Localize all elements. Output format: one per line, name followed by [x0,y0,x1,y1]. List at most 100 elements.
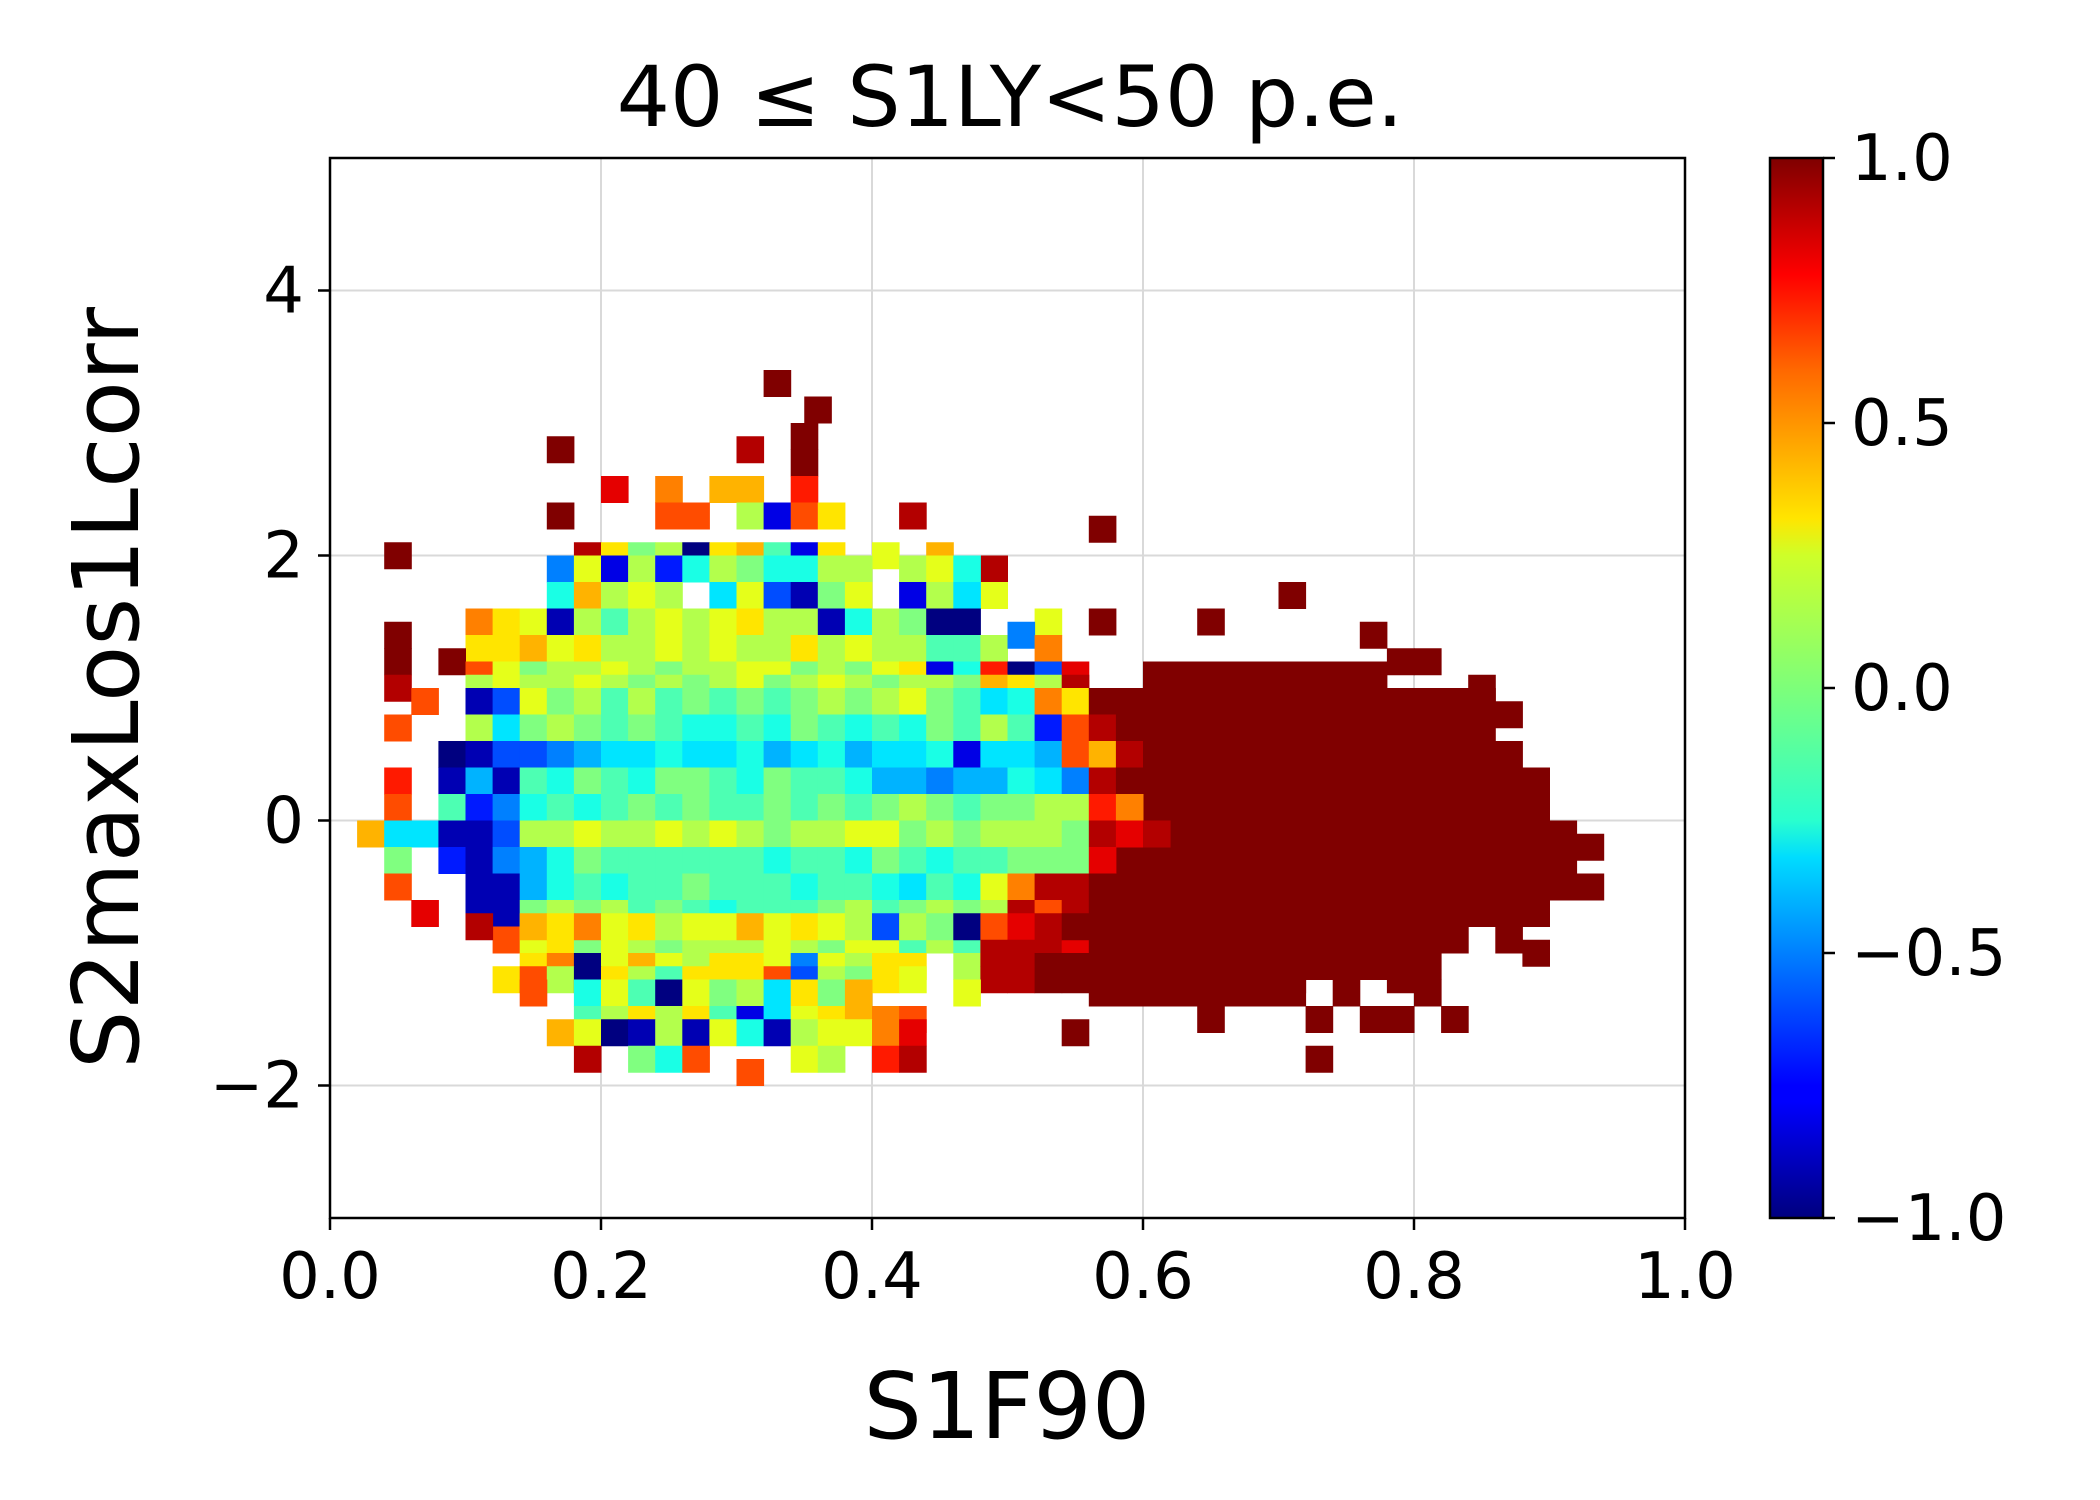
heatmap-cell [1441,873,1469,901]
heatmap-cell [1088,688,1117,715]
heatmap-cell [1278,873,1307,901]
heatmap-cell [899,873,927,901]
heatmap-cell [1007,873,1036,901]
heatmap-cell [1115,741,1144,768]
heatmap-cell [1468,820,1496,848]
heatmap-cell [1386,767,1415,795]
heatmap-cell [465,820,494,848]
heatmap-cell [601,714,629,742]
heatmap-cell [736,794,765,821]
y-tick-label: 4 [263,255,304,329]
heatmap-cell [573,582,602,609]
heatmap-cell [899,608,927,636]
heatmap-cell [709,582,737,609]
heatmap-cell [844,741,873,768]
heatmap-cell [1278,900,1307,927]
heatmap-cell [1197,953,1225,980]
heatmap-cell [1143,979,1171,1007]
heatmap-cell [817,688,846,715]
heatmap-cell [1332,661,1361,689]
heatmap-cell [628,913,656,941]
colorbar-ticks: −1.0 −0.5 0.0 0.5 1.0 [1823,122,2006,1256]
heatmap-cell [1359,621,1388,649]
x-tick-label: 0.2 [550,1240,652,1314]
heatmap-cell [628,635,656,662]
heatmap-cell [953,608,981,636]
heatmap-cell [1495,847,1523,874]
heatmap-cell [899,635,927,662]
heatmap-cell [1522,794,1550,821]
heatmap-cell [844,1019,873,1047]
heatmap-cell [1576,873,1605,901]
heatmap-cell [1495,794,1523,821]
heatmap-cell [546,714,575,742]
heatmap-cell [899,1045,927,1073]
heatmap-cell [1061,714,1090,742]
heatmap-cell [1305,767,1334,795]
heatmap-cell [601,873,629,901]
heatmap-cell [519,794,548,821]
heatmap-cell [1305,688,1334,715]
heatmap-cell [1414,820,1442,848]
heatmap-cell [790,847,819,874]
heatmap-cell [1305,794,1334,821]
heatmap-cell [1034,635,1063,662]
colorbar-tick-label: 1.0 [1851,122,1953,196]
heatmap-cell [1414,714,1442,742]
colorbar [1768,156,1825,1220]
heatmap-cell [1441,926,1469,954]
heatmap-cell [1088,873,1117,901]
heatmap-cell [573,688,602,715]
heatmap-cell [763,979,792,1007]
heatmap-cell [655,502,683,530]
heatmap-cell [682,767,710,795]
heatmap-cell [1414,900,1442,927]
heatmap-cell [655,820,683,848]
heatmap-cell [519,913,548,941]
heatmap-cell [736,476,765,503]
heatmap-cell [1170,900,1198,927]
heatmap-cell [682,1019,710,1047]
heatmap-cell [1007,767,1036,795]
heatmap-cell [1522,873,1550,901]
heatmap-cell [817,847,846,874]
heatmap-cell [1414,648,1442,676]
heatmap-cell [709,688,737,715]
colorbar-tick-label: 0.5 [1851,387,1953,461]
heatmap-cell [384,847,412,874]
heatmap-cell [1170,741,1198,768]
heatmap-cell [1061,873,1090,901]
heatmap-cell [1359,900,1388,927]
heatmap-cell [1088,515,1117,543]
heatmap-cell [844,555,873,583]
heatmap-cell [1143,688,1171,715]
heatmap-cell [1359,767,1388,795]
heatmap-cell [601,1019,629,1047]
heatmap-cell [763,1019,792,1047]
heatmap-cell [492,714,521,742]
heatmap-cell [1224,900,1252,927]
heatmap-cell [1088,714,1117,742]
heatmap-cell [1115,979,1144,1007]
heatmap-cell [844,820,873,848]
heatmap-cell [844,714,873,742]
heatmap-cell [601,582,629,609]
heatmap-cell [1061,966,1090,994]
heatmap-cell [790,913,819,941]
heatmap-cell [573,979,602,1007]
heatmap-cell [844,635,873,662]
heatmap-cell [573,1045,602,1073]
heatmap-cell [817,1019,846,1047]
heatmap-cell [899,714,927,742]
heatmap-cell [465,794,494,821]
heatmap-cell [438,648,466,676]
heatmap-cell [709,794,737,821]
heatmap-cell [573,741,602,768]
heatmap-cell [1576,833,1605,861]
heatmap-cell [1115,926,1144,954]
heatmap-cell [573,635,602,662]
heatmap-cell [1305,926,1334,954]
heatmap-cell [1197,688,1225,715]
heatmap-cell [1386,873,1415,901]
heatmap-cell [1115,900,1144,927]
